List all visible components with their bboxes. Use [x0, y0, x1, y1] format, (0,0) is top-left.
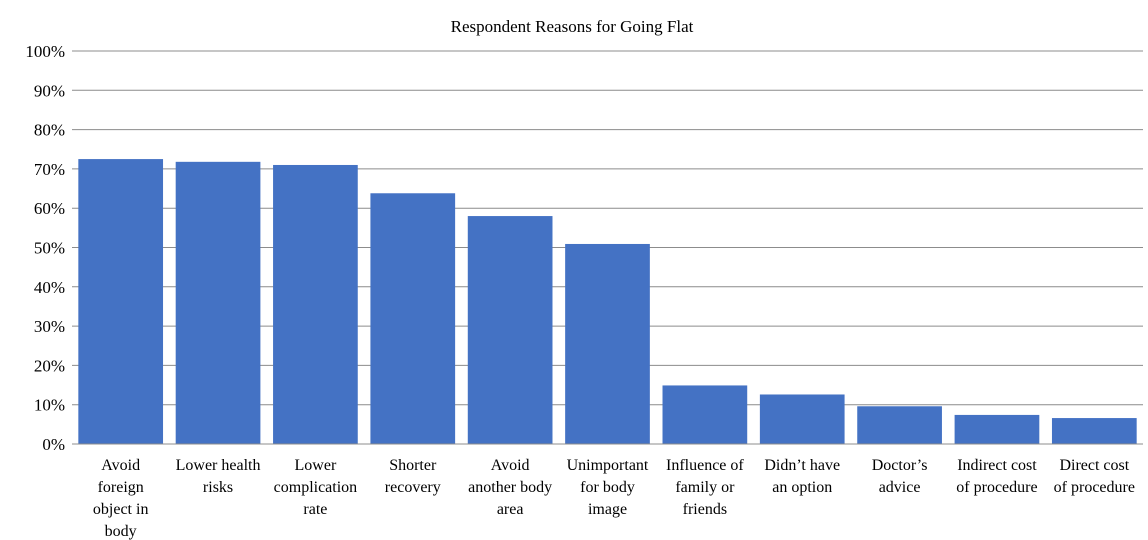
bar — [565, 243, 650, 444]
x-category-label-line: Influence of — [666, 457, 744, 474]
bar — [662, 385, 748, 444]
x-axis-category-labels: Avoid foreign object in body Lower health ris… — [93, 457, 1135, 540]
x-category-label-line: Didn’t have — [764, 457, 840, 474]
x-category-label-line: for body — [580, 479, 635, 496]
bar — [857, 406, 942, 444]
y-tick-label: 60% — [34, 199, 65, 218]
x-category-label-line: image — [588, 501, 627, 518]
x-category-label-line: body — [105, 523, 137, 540]
y-tick-label: 80% — [34, 121, 65, 140]
x-category-label-line: Avoid — [491, 457, 530, 474]
bar — [759, 394, 845, 444]
y-tick-label: 30% — [34, 317, 65, 336]
y-tick-label: 100% — [25, 42, 65, 61]
y-tick-label: 70% — [34, 160, 65, 179]
y-tick-label: 20% — [34, 356, 65, 375]
x-category-label-line: another body — [468, 479, 552, 496]
y-tick-label: 90% — [34, 81, 65, 100]
x-category-label: Indirect cost of procedure — [956, 457, 1037, 496]
bars — [78, 159, 1137, 445]
x-category-label: Unimportant for body image — [567, 457, 649, 518]
x-category-label: Avoid foreign object in body — [93, 457, 149, 540]
y-tick-label: 50% — [34, 239, 65, 258]
x-category-label-line: foreign — [98, 479, 144, 496]
x-category-label-line: Indirect cost — [957, 457, 1037, 474]
x-category-label-line: recovery — [385, 479, 441, 496]
bar — [467, 216, 553, 444]
bar — [370, 193, 456, 444]
x-category-label-line: area — [497, 501, 524, 518]
x-category-label: Influence of family or friends — [666, 457, 744, 518]
x-category-label-line: Direct cost — [1059, 457, 1129, 474]
x-category-label-line: Lower — [295, 457, 337, 474]
y-tick-label: 10% — [34, 396, 65, 415]
x-category-label: Lower health risks — [176, 457, 261, 496]
x-category-label-line: Unimportant — [567, 457, 649, 474]
x-category-label: Shorter recovery — [385, 457, 441, 496]
bar — [78, 159, 164, 444]
x-category-label-line: object in — [93, 501, 149, 518]
x-category-label-line: complication — [274, 479, 358, 496]
x-category-label-line: advice — [879, 479, 921, 496]
x-category-label: Avoid another body area — [468, 457, 552, 518]
x-category-label-line: friends — [683, 501, 727, 518]
x-category-label: Lower complication rate — [274, 457, 358, 518]
y-tick-label: 40% — [34, 278, 65, 297]
x-category-label-line: risks — [203, 479, 233, 496]
x-category-label-line: Lower health — [176, 457, 261, 474]
y-axis-tick-labels: 0% 10% 20% 30% 40% 50% 60% 70% 80% 90% 100% — [25, 42, 65, 454]
x-category-label-line: an option — [772, 479, 832, 496]
chart-title: Respondent Reasons for Going Flat — [451, 17, 694, 36]
x-category-label-line: Shorter — [389, 457, 437, 474]
bar — [273, 164, 358, 444]
x-category-label-line: of procedure — [956, 479, 1037, 496]
x-category-label-line: of procedure — [1054, 479, 1135, 496]
x-category-label: Doctor’s advice — [872, 457, 928, 496]
x-category-label: Direct cost of procedure — [1054, 457, 1135, 496]
x-category-label-line: Avoid — [101, 457, 140, 474]
bar — [954, 414, 1040, 444]
x-category-label-line: family or — [675, 479, 735, 496]
x-category-label: Didn’t have an option — [764, 457, 840, 496]
bar — [1051, 418, 1137, 444]
x-category-label-line: Doctor’s — [872, 457, 928, 474]
x-category-label-line: rate — [303, 501, 327, 518]
bar — [175, 161, 261, 445]
y-tick-label: 0% — [42, 435, 65, 454]
